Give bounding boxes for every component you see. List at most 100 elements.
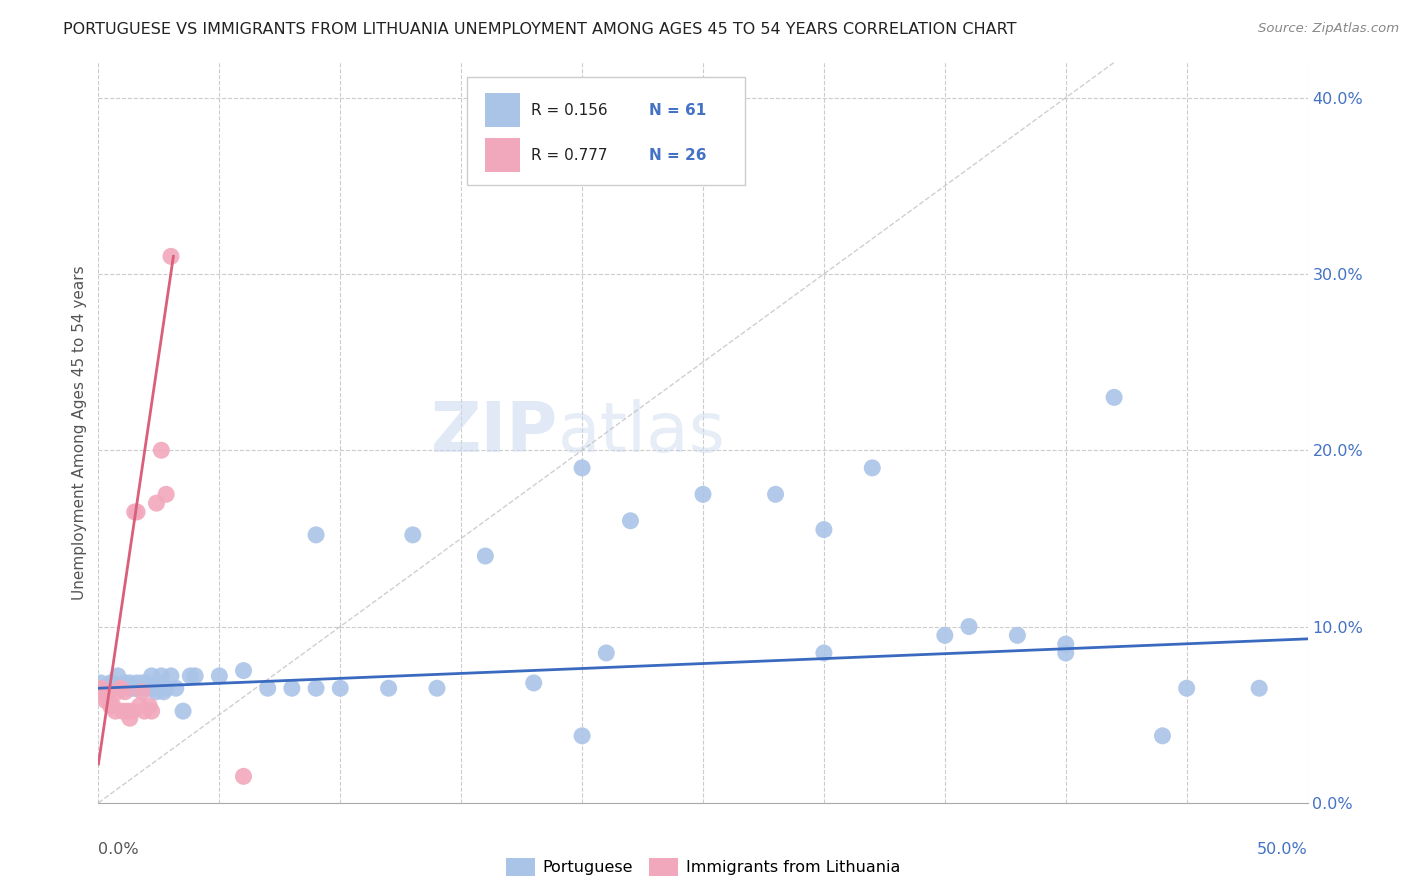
Point bbox=[1054, 646, 1077, 660]
Point bbox=[118, 711, 141, 725]
Point bbox=[281, 681, 304, 696]
Point bbox=[143, 681, 166, 696]
Point bbox=[128, 698, 150, 713]
Point bbox=[208, 669, 231, 683]
Point bbox=[150, 443, 173, 458]
Point bbox=[813, 646, 835, 660]
Point bbox=[172, 704, 194, 718]
Point bbox=[329, 681, 352, 696]
Point bbox=[934, 628, 956, 642]
Point bbox=[94, 681, 117, 696]
Point bbox=[1175, 681, 1198, 696]
Point bbox=[138, 681, 160, 696]
Point bbox=[141, 704, 163, 718]
Text: N = 61: N = 61 bbox=[648, 103, 706, 118]
Point bbox=[1152, 729, 1174, 743]
Point bbox=[138, 698, 160, 713]
Point bbox=[118, 676, 141, 690]
Point bbox=[474, 549, 496, 563]
Point bbox=[150, 669, 173, 683]
Point bbox=[94, 693, 117, 707]
Point bbox=[179, 669, 201, 683]
Point bbox=[127, 505, 149, 519]
Point bbox=[91, 685, 114, 699]
Point bbox=[165, 681, 187, 696]
Point bbox=[957, 619, 980, 633]
Point bbox=[184, 669, 207, 683]
Point bbox=[426, 681, 449, 696]
Point bbox=[155, 681, 177, 696]
Point bbox=[1102, 390, 1125, 404]
Point bbox=[141, 669, 163, 683]
Point bbox=[571, 461, 593, 475]
Point bbox=[1249, 681, 1271, 696]
Point bbox=[107, 685, 129, 699]
Point bbox=[232, 664, 254, 678]
Point bbox=[104, 681, 127, 696]
Point bbox=[1007, 628, 1029, 642]
Text: R = 0.156: R = 0.156 bbox=[531, 103, 623, 118]
Point bbox=[160, 249, 183, 263]
Point bbox=[377, 681, 399, 696]
Point bbox=[114, 676, 136, 690]
Text: atlas: atlas bbox=[558, 399, 725, 467]
FancyBboxPatch shape bbox=[485, 138, 520, 172]
Point bbox=[619, 514, 641, 528]
Y-axis label: Unemployment Among Ages 45 to 54 years: Unemployment Among Ages 45 to 54 years bbox=[72, 265, 87, 600]
Point bbox=[131, 685, 153, 699]
Text: Source: ZipAtlas.com: Source: ZipAtlas.com bbox=[1258, 22, 1399, 36]
Point bbox=[124, 681, 146, 696]
Point bbox=[232, 769, 254, 783]
Point bbox=[765, 487, 787, 501]
Point bbox=[97, 693, 120, 707]
Point bbox=[100, 676, 122, 690]
Point bbox=[135, 676, 157, 690]
Point bbox=[108, 681, 131, 696]
Point bbox=[111, 681, 134, 696]
Text: 50.0%: 50.0% bbox=[1257, 841, 1308, 856]
Point bbox=[131, 676, 153, 690]
Point bbox=[402, 528, 425, 542]
Point bbox=[107, 669, 129, 683]
FancyBboxPatch shape bbox=[485, 94, 520, 128]
Text: R = 0.777: R = 0.777 bbox=[531, 148, 623, 163]
Point bbox=[256, 681, 278, 696]
Point bbox=[155, 487, 177, 501]
FancyBboxPatch shape bbox=[467, 78, 745, 185]
Point bbox=[101, 698, 124, 713]
Point bbox=[90, 676, 112, 690]
Point bbox=[134, 704, 156, 718]
Point bbox=[101, 676, 124, 690]
Point bbox=[108, 681, 131, 696]
Point bbox=[523, 676, 546, 690]
Point bbox=[145, 685, 167, 699]
Point bbox=[860, 461, 883, 475]
Point bbox=[111, 704, 134, 718]
Point bbox=[128, 681, 150, 696]
Point bbox=[145, 496, 167, 510]
Point bbox=[121, 681, 143, 696]
Point bbox=[134, 681, 156, 696]
Point bbox=[117, 681, 139, 696]
Point bbox=[152, 685, 174, 699]
Text: ZIP: ZIP bbox=[430, 399, 558, 467]
Point bbox=[121, 704, 143, 718]
Point bbox=[114, 685, 136, 699]
Point bbox=[692, 487, 714, 501]
Point bbox=[1054, 637, 1077, 651]
Point bbox=[90, 681, 112, 696]
Point bbox=[305, 681, 328, 696]
Point bbox=[305, 528, 328, 542]
Text: 0.0%: 0.0% bbox=[98, 841, 139, 856]
Point bbox=[127, 676, 149, 690]
Legend: Portuguese, Immigrants from Lithuania: Portuguese, Immigrants from Lithuania bbox=[499, 852, 907, 883]
Text: N = 26: N = 26 bbox=[648, 148, 706, 163]
Point bbox=[117, 704, 139, 718]
Point bbox=[124, 505, 146, 519]
Point bbox=[104, 704, 127, 718]
Point bbox=[100, 698, 122, 713]
Point bbox=[571, 729, 593, 743]
Point bbox=[813, 523, 835, 537]
Point bbox=[148, 676, 170, 690]
Text: PORTUGUESE VS IMMIGRANTS FROM LITHUANIA UNEMPLOYMENT AMONG AGES 45 TO 54 YEARS C: PORTUGUESE VS IMMIGRANTS FROM LITHUANIA … bbox=[63, 22, 1017, 37]
